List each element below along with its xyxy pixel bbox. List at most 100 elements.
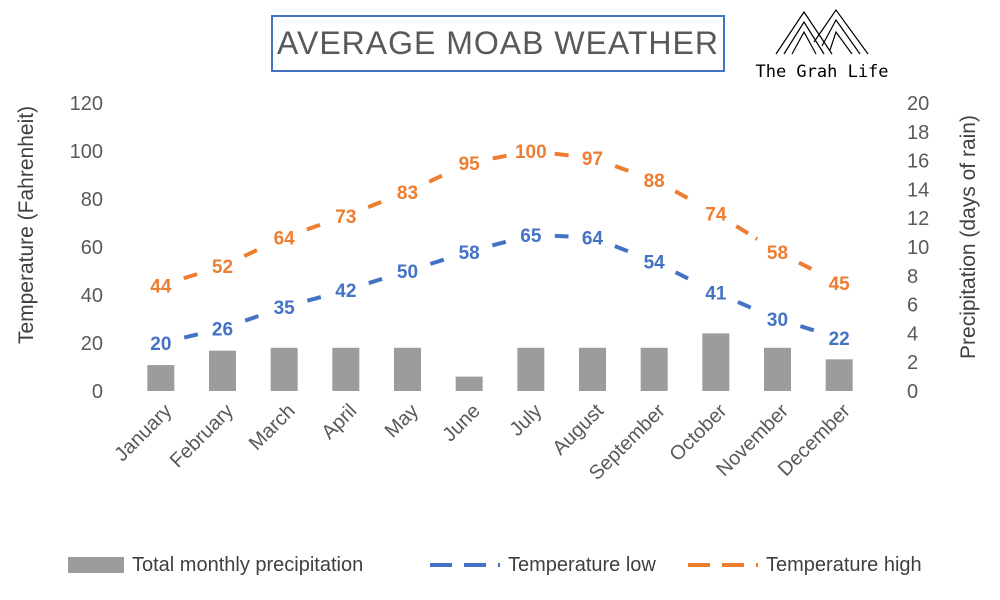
y-tick-label-left: 40 <box>81 285 103 307</box>
y-tick-label-left: 0 <box>92 381 103 403</box>
temperature-high-label: 73 <box>335 207 356 228</box>
temperature-high-label: 58 <box>767 243 788 264</box>
temperature-high-segment <box>735 224 759 241</box>
legend-label-high: Temperature high <box>766 553 922 576</box>
temperature-low-label: 54 <box>644 252 666 273</box>
precipitation-bar <box>209 350 236 391</box>
x-tick-label: August <box>548 400 608 460</box>
y-axis-title-right: Precipitation (days of rain) <box>957 115 980 359</box>
y-tick-label-right: 10 <box>907 237 929 259</box>
temperature-low-segment <box>674 270 696 284</box>
temperature-low-label: 35 <box>274 298 296 319</box>
x-tick-label: April <box>318 400 362 444</box>
temperature-high-segment <box>554 151 569 158</box>
legend-item-temperature-low: Temperature low <box>430 548 656 582</box>
mountains-icon <box>775 8 869 55</box>
temperature-low-label: 22 <box>829 329 850 350</box>
temperature-high-label: 88 <box>644 171 665 192</box>
temperature-low-segment <box>244 313 263 323</box>
legend-swatch-low <box>430 563 500 567</box>
legend-label-precipitation: Total monthly precipitation <box>132 553 364 576</box>
precipitation-bar <box>455 376 483 391</box>
temperature-low-label: 41 <box>705 284 727 305</box>
temperature-high-label: 83 <box>397 183 418 204</box>
legend: Total monthly precipitation Temperature … <box>0 548 1000 582</box>
temperature-high-label: 95 <box>459 154 481 175</box>
legend-swatch-bar <box>68 557 124 573</box>
temperature-high-label: 44 <box>150 276 172 297</box>
y-tick-label-right: 14 <box>907 179 929 201</box>
precipitation-bar <box>702 333 730 391</box>
legend-item-temperature-high: Temperature high <box>688 548 922 582</box>
logo: The Grah Life <box>752 6 892 86</box>
y-axis-title-left: Temperature (Fahrenheit) <box>15 106 38 344</box>
legend-item-precipitation: Total monthly precipitation <box>68 548 363 582</box>
y-tick-label-left: 60 <box>81 237 103 259</box>
y-tick-label-right: 16 <box>907 151 929 173</box>
temperature-high-label: 74 <box>705 204 727 225</box>
temperature-low-segment <box>306 294 324 303</box>
x-tick-label: March <box>245 400 300 455</box>
y-tick-label-right: 8 <box>907 266 918 288</box>
y-tick-label-right: 6 <box>907 295 918 317</box>
temperature-low-label: 30 <box>767 310 788 331</box>
temperature-high-segment <box>798 260 819 274</box>
temperature-low-segment <box>799 324 817 333</box>
temperature-high-label: 97 <box>582 149 603 170</box>
precipitation-bar <box>394 347 421 391</box>
legend-swatch-high <box>688 563 758 567</box>
precipitation-bar <box>579 347 606 391</box>
temperature-high-segment <box>674 189 696 204</box>
temperature-low-label: 42 <box>335 281 356 302</box>
x-tick-label: February <box>166 400 238 472</box>
legend-label-low: Temperature low <box>508 553 656 576</box>
temperature-low-label: 50 <box>397 262 418 283</box>
temperature-high-segment <box>367 198 386 209</box>
temperature-high-segment <box>243 245 264 258</box>
precipitation-bar <box>825 359 853 391</box>
chart-title: AVERAGE MOAB WEATHER <box>271 15 725 72</box>
x-tick-label: May <box>381 400 423 442</box>
y-tick-label-right: 2 <box>907 352 918 374</box>
temperature-low-segment <box>368 276 386 285</box>
y-tick-label-right: 12 <box>907 208 929 230</box>
y-tick-label-left: 80 <box>81 189 103 211</box>
temperature-low-segment <box>491 239 509 248</box>
temperature-high-label: 52 <box>212 257 233 278</box>
precipitation-bar <box>147 365 175 391</box>
precipitation-bar <box>517 347 545 391</box>
y-tick-label-right: 18 <box>907 122 929 144</box>
y-tick-label-left: 20 <box>81 333 103 355</box>
temperature-high-segment <box>428 171 449 184</box>
y-tick-label-left: 100 <box>70 141 103 163</box>
temperature-low-segment <box>554 233 569 239</box>
precipitation-bar <box>332 347 360 391</box>
temperature-low-segment <box>429 257 447 266</box>
y-tick-label-left: 120 <box>70 93 103 115</box>
temperature-low-label: 58 <box>459 243 480 264</box>
y-tick-label-right: 20 <box>907 93 929 115</box>
temperature-low-label: 26 <box>212 320 233 341</box>
temperature-low-segment <box>183 332 200 340</box>
temperature-low-segment <box>614 244 633 255</box>
x-tick-label: July <box>506 400 547 441</box>
y-tick-label-right: 0 <box>907 381 918 403</box>
temperature-high-label: 100 <box>515 142 547 163</box>
temperature-high-label: 64 <box>274 228 296 249</box>
temperature-high-label: 45 <box>829 274 851 295</box>
x-tick-label: June <box>438 400 484 446</box>
precipitation-bar <box>270 347 298 391</box>
precipitation-bar <box>764 347 791 391</box>
y-tick-label-right: 4 <box>907 323 918 345</box>
temperature-high-segment <box>183 271 201 281</box>
temperature-low-label: 20 <box>150 334 171 355</box>
logo-text: The Grah Life <box>755 62 889 82</box>
precipitation-bar <box>640 347 668 391</box>
temperature-high-segment <box>614 164 633 174</box>
temperature-low-label: 65 <box>520 226 542 247</box>
temperature-low-segment <box>737 300 757 312</box>
temperature-high-segment <box>492 153 508 161</box>
temperature-low-label: 64 <box>582 228 604 249</box>
temperature-high-segment <box>306 221 324 232</box>
